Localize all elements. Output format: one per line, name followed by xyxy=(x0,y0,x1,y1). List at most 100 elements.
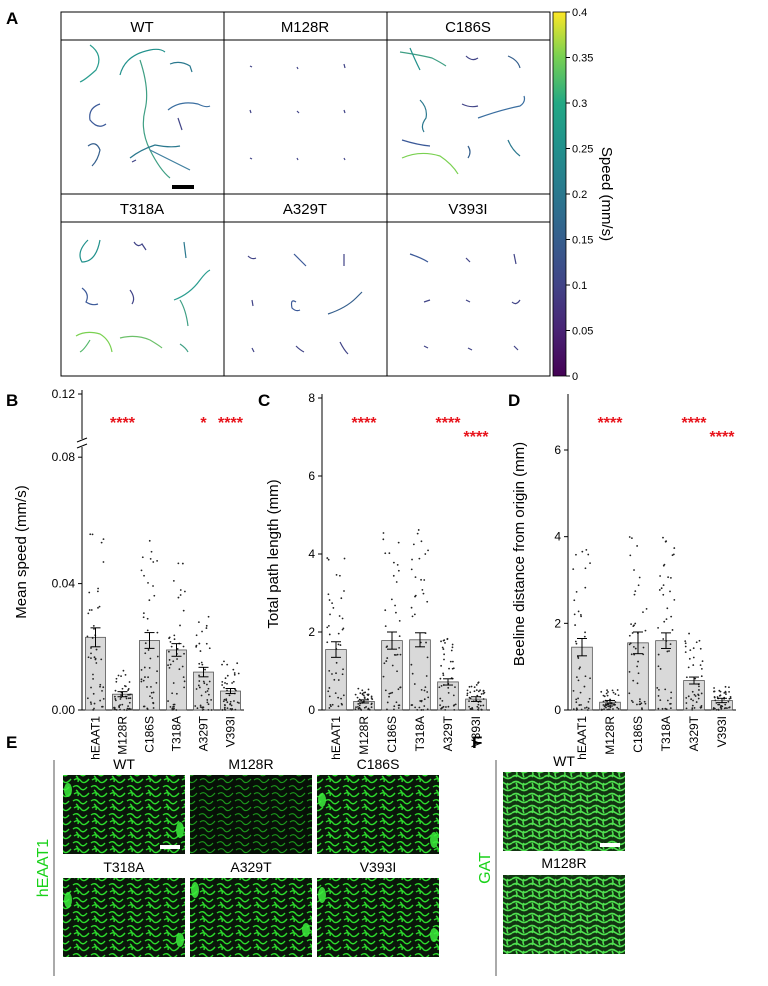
data-point xyxy=(89,533,92,536)
data-point xyxy=(573,599,576,602)
data-point xyxy=(329,613,331,616)
data-point xyxy=(93,702,96,705)
panel-label-b: B xyxy=(6,391,18,410)
data-point xyxy=(477,681,480,684)
data-point xyxy=(224,682,226,684)
data-point xyxy=(150,691,153,694)
data-point xyxy=(152,561,155,563)
data-point xyxy=(453,704,456,706)
data-point xyxy=(690,698,693,701)
data-point xyxy=(221,684,224,686)
x-tick-label: T318A xyxy=(170,716,184,751)
colorbar-tick-label: 0.35 xyxy=(572,53,593,65)
data-point xyxy=(178,668,181,671)
data-point xyxy=(632,679,635,682)
y-tick-label: 4 xyxy=(554,530,561,544)
y-axis-label: Total path length (mm) xyxy=(265,479,282,628)
data-point xyxy=(389,692,392,695)
data-point xyxy=(338,574,341,577)
data-point xyxy=(396,653,399,656)
data-point xyxy=(692,647,695,650)
data-point xyxy=(724,685,727,688)
data-point xyxy=(328,670,331,672)
data-point xyxy=(723,692,726,694)
immunostaining-gat: GAT WT M128R xyxy=(477,753,625,976)
data-point xyxy=(88,609,91,611)
data-point xyxy=(337,705,340,708)
data-point xyxy=(715,708,718,711)
data-point xyxy=(470,685,473,688)
data-point xyxy=(200,661,203,664)
data-point xyxy=(90,657,92,660)
data-point xyxy=(337,696,340,699)
data-point xyxy=(207,615,210,618)
data-point xyxy=(631,632,634,634)
data-point xyxy=(660,587,663,590)
y-tick-label: 6 xyxy=(308,469,315,483)
data-point xyxy=(420,709,423,711)
data-point xyxy=(420,688,423,691)
data-point xyxy=(170,645,173,648)
data-point xyxy=(168,659,171,661)
data-point xyxy=(584,707,586,709)
data-point xyxy=(694,695,697,697)
data-point xyxy=(199,650,202,652)
data-point xyxy=(115,677,118,680)
data-point xyxy=(476,694,479,697)
data-point xyxy=(728,706,730,709)
data-point xyxy=(670,615,673,618)
data-point xyxy=(386,708,388,711)
data-point xyxy=(636,703,638,706)
data-point xyxy=(200,694,203,697)
data-point xyxy=(331,703,334,706)
data-point xyxy=(689,649,692,652)
data-point xyxy=(102,538,105,540)
data-point xyxy=(177,596,180,599)
data-point xyxy=(693,707,696,709)
data-point xyxy=(129,693,132,696)
data-point xyxy=(479,689,482,692)
data-point xyxy=(150,686,152,688)
data-point xyxy=(86,697,89,700)
data-point xyxy=(234,689,237,692)
data-point xyxy=(579,691,582,694)
data-point xyxy=(691,690,694,693)
data-point xyxy=(201,630,203,633)
data-point xyxy=(442,648,445,650)
data-point xyxy=(657,665,660,668)
data-point xyxy=(114,708,117,711)
data-point xyxy=(101,690,103,692)
data-point xyxy=(720,707,723,710)
data-point xyxy=(700,692,703,695)
data-point xyxy=(475,689,478,692)
data-point xyxy=(202,680,205,683)
data-point xyxy=(368,709,371,711)
data-point xyxy=(671,629,674,631)
data-point xyxy=(327,690,330,693)
x-tick-label: hEAAT1 xyxy=(575,716,589,760)
data-point xyxy=(468,696,471,699)
data-point xyxy=(390,598,393,601)
data-point xyxy=(222,700,225,703)
data-point xyxy=(420,578,422,581)
data-point xyxy=(697,697,700,700)
data-point xyxy=(206,699,209,701)
significance-marker: **** xyxy=(436,415,462,432)
data-point xyxy=(638,700,641,703)
data-point xyxy=(577,610,580,613)
data-point xyxy=(638,576,641,579)
data-point xyxy=(665,618,668,621)
data-point xyxy=(338,615,341,617)
data-point xyxy=(398,635,401,638)
data-point xyxy=(606,689,608,692)
x-tick-label: V393I xyxy=(224,716,238,747)
data-point xyxy=(102,561,105,563)
data-point xyxy=(113,706,115,709)
data-point xyxy=(99,683,102,686)
data-point xyxy=(632,701,634,704)
data-point xyxy=(665,708,668,711)
data-point xyxy=(90,609,93,611)
data-point xyxy=(399,653,402,656)
data-point xyxy=(357,705,359,708)
x-tick-label: T318A xyxy=(659,716,673,751)
